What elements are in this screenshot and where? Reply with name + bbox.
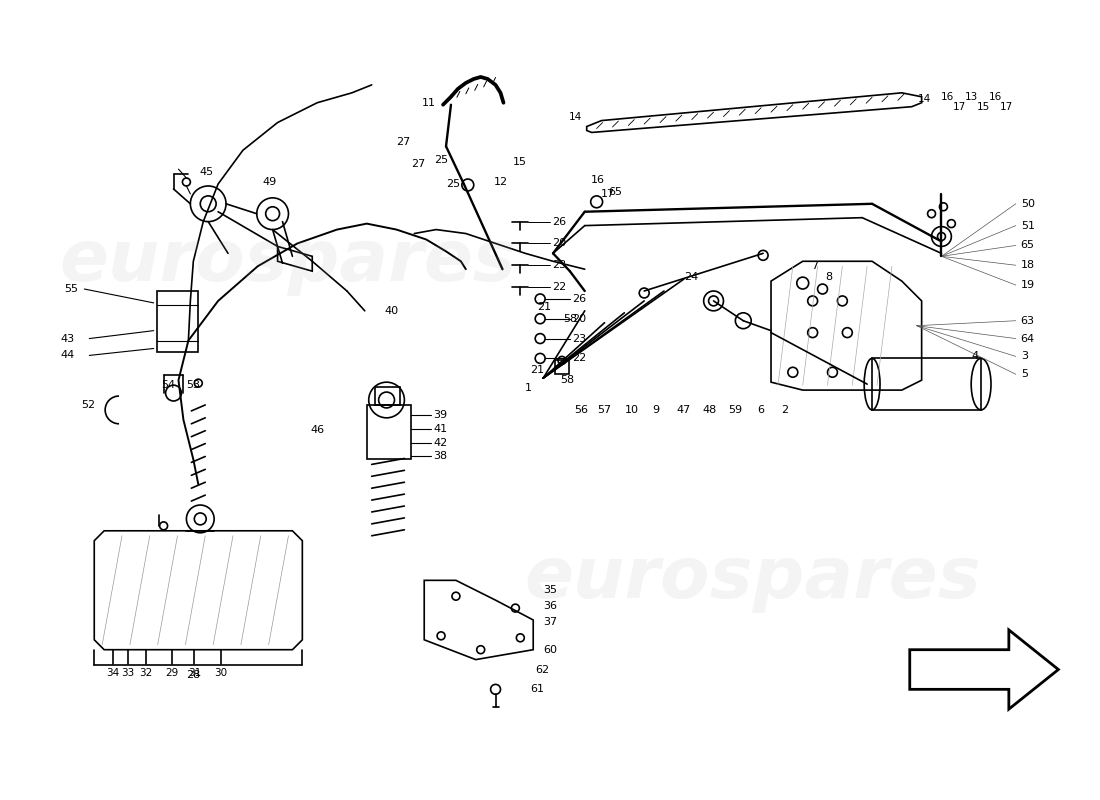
- Text: 40: 40: [385, 306, 398, 316]
- Text: 16: 16: [988, 92, 1002, 102]
- Text: 7: 7: [811, 262, 818, 271]
- Text: 24: 24: [684, 272, 699, 282]
- Text: 56: 56: [574, 405, 587, 415]
- Bar: [366, 405, 411, 459]
- Text: 53: 53: [186, 380, 200, 390]
- Text: 12: 12: [494, 177, 508, 187]
- Text: 5: 5: [1021, 370, 1027, 379]
- Text: 21: 21: [530, 366, 544, 375]
- Text: eurospares: eurospares: [525, 544, 981, 613]
- Text: 38: 38: [433, 451, 448, 462]
- Bar: [156, 291, 198, 353]
- Text: 23: 23: [572, 334, 586, 343]
- Text: 6: 6: [758, 405, 764, 415]
- Text: 65: 65: [1021, 241, 1035, 250]
- Text: 54: 54: [162, 380, 176, 390]
- Text: 48: 48: [703, 405, 717, 415]
- Text: 23: 23: [552, 260, 567, 270]
- Text: 35: 35: [543, 586, 557, 595]
- Text: 62: 62: [536, 665, 549, 674]
- Text: 28: 28: [186, 670, 200, 681]
- Text: 25: 25: [434, 155, 448, 166]
- Text: 17: 17: [601, 189, 615, 199]
- Text: 1: 1: [526, 383, 532, 393]
- Text: 63: 63: [1021, 316, 1035, 326]
- Text: 15: 15: [513, 157, 527, 167]
- Text: 52: 52: [81, 400, 96, 410]
- Text: 61: 61: [530, 684, 544, 694]
- Text: 47: 47: [676, 405, 691, 415]
- Text: 17: 17: [953, 102, 966, 112]
- Text: 45: 45: [199, 167, 213, 177]
- Text: 41: 41: [433, 424, 448, 434]
- Text: 4: 4: [971, 351, 978, 362]
- Text: 8: 8: [825, 272, 832, 282]
- Text: 39: 39: [433, 410, 448, 420]
- Text: 26: 26: [572, 294, 586, 304]
- Text: 17: 17: [1000, 102, 1013, 112]
- Bar: [556, 360, 569, 374]
- Text: eurospares: eurospares: [59, 226, 516, 296]
- Bar: [872, 358, 981, 410]
- Text: 9: 9: [652, 405, 660, 415]
- Text: 59: 59: [728, 405, 743, 415]
- Text: 46: 46: [310, 425, 324, 434]
- Text: 22: 22: [552, 282, 567, 292]
- Text: 14: 14: [918, 94, 932, 104]
- Text: 2: 2: [781, 405, 789, 415]
- Text: 16: 16: [591, 175, 605, 185]
- Text: 58: 58: [560, 375, 574, 385]
- Text: 32: 32: [140, 669, 153, 678]
- Text: 16: 16: [940, 92, 954, 102]
- Text: 20: 20: [552, 238, 567, 249]
- Text: 31: 31: [188, 669, 201, 678]
- Text: 60: 60: [543, 645, 557, 654]
- Text: 29: 29: [165, 669, 178, 678]
- Text: 58: 58: [563, 314, 578, 324]
- Text: 65: 65: [608, 187, 623, 197]
- Text: 44: 44: [60, 350, 75, 361]
- Text: 57: 57: [597, 405, 612, 415]
- Polygon shape: [910, 630, 1058, 709]
- Text: 22: 22: [572, 354, 586, 363]
- Text: 64: 64: [1021, 334, 1035, 343]
- Text: 19: 19: [1021, 280, 1035, 290]
- Text: 50: 50: [1021, 199, 1035, 209]
- Text: 20: 20: [572, 314, 586, 324]
- Bar: [375, 387, 400, 405]
- Text: 51: 51: [1021, 221, 1035, 230]
- Text: 34: 34: [107, 669, 120, 678]
- Text: 3: 3: [1021, 351, 1027, 362]
- Text: 37: 37: [543, 617, 558, 627]
- Text: 36: 36: [543, 601, 557, 611]
- Text: 49: 49: [263, 177, 277, 187]
- Text: 13: 13: [965, 92, 978, 102]
- Text: 18: 18: [1021, 260, 1035, 270]
- Text: 43: 43: [60, 334, 75, 343]
- Text: 15: 15: [977, 102, 990, 112]
- Text: 27: 27: [396, 138, 410, 147]
- Text: 27: 27: [411, 159, 426, 169]
- Text: 25: 25: [446, 179, 460, 189]
- Text: 14: 14: [569, 112, 582, 122]
- Text: 42: 42: [433, 438, 448, 448]
- Text: 55: 55: [65, 284, 78, 294]
- Text: 21: 21: [537, 302, 551, 312]
- Text: 11: 11: [422, 98, 436, 108]
- Text: 10: 10: [625, 405, 639, 415]
- Text: 26: 26: [552, 217, 567, 226]
- Text: 33: 33: [121, 669, 134, 678]
- Text: 30: 30: [214, 669, 228, 678]
